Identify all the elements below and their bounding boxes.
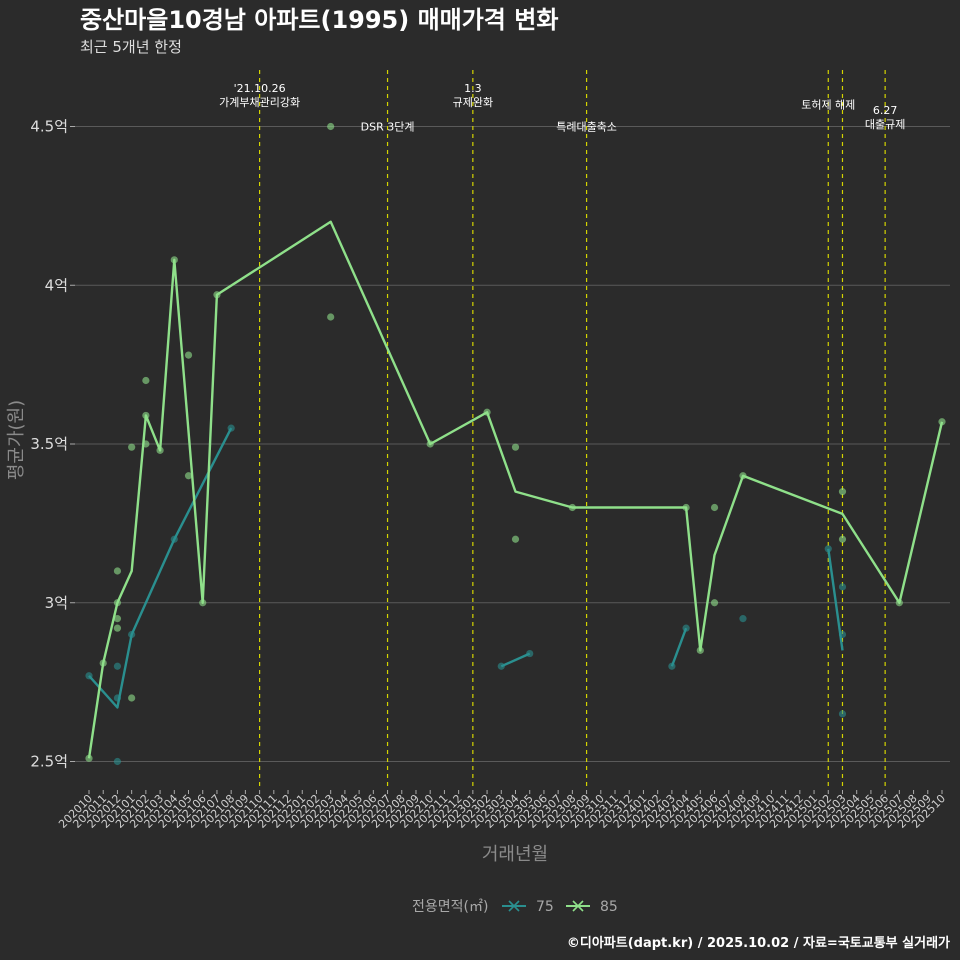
- policy-annotation: 토허제 해제: [801, 97, 855, 111]
- data-point-85: [199, 599, 207, 607]
- policy-annotation: DSR 3단계: [361, 121, 415, 134]
- data-point-85: [113, 599, 122, 607]
- policy-annotation: 대출규제: [865, 118, 905, 131]
- y-axis-title: 평균가(원): [6, 400, 27, 480]
- data-point-75: [838, 583, 847, 591]
- policy-annotation: 규제완화: [453, 96, 493, 109]
- data-point-85: [838, 488, 847, 496]
- chart-title: 중산마을10경남 아파트(1995) 매매가격 변화: [80, 6, 558, 34]
- data-point-75: [526, 649, 534, 658]
- data-point-75: [668, 662, 676, 670]
- data-point-85: [156, 446, 164, 454]
- grid-layer: [75, 126, 950, 762]
- data-point-85: [213, 291, 221, 299]
- policy-annotation: 특례대출축소: [556, 121, 617, 134]
- chart-subtitle: 최근 5개년 한정: [80, 38, 182, 56]
- y-tick-label: 3억: [45, 594, 68, 612]
- data-point-85: [142, 411, 150, 420]
- data-point-85: [739, 472, 747, 480]
- series-line-75: [670, 627, 688, 667]
- x-axis-ticks: 2020102020112020122021012021022021032021…: [56, 790, 948, 831]
- legend-label-75: 75: [536, 899, 554, 915]
- data-point-85: [85, 754, 93, 762]
- data-point-85: [568, 503, 576, 512]
- data-point-85: [710, 503, 719, 512]
- data-point-75: [113, 694, 122, 702]
- data-point-75: [838, 710, 847, 718]
- legend-items: 75 85: [502, 899, 618, 915]
- data-point-75: [170, 535, 178, 543]
- data-point-85: [128, 694, 136, 702]
- legend-title: 전용면적(㎡): [412, 899, 488, 915]
- data-point-85: [710, 599, 719, 607]
- data-point-85: [426, 440, 434, 448]
- policy-annotation: 가계부채관리강화: [219, 96, 300, 109]
- legend-label-85: 85: [600, 899, 618, 915]
- policy-annotation: 1.3: [464, 82, 482, 95]
- data-point-75: [824, 545, 832, 553]
- data-point-85: [184, 351, 193, 359]
- data-point-75: [739, 615, 747, 623]
- y-tick-label: 4.5억: [30, 118, 68, 136]
- y-tick-label: 3.5억: [30, 435, 68, 453]
- data-point-75: [85, 672, 93, 680]
- source-caption: ©디아파트(dapt.kr) / 2025.10.02 / 자료=국토교통부 실…: [567, 935, 950, 951]
- series-line-75: [500, 652, 531, 668]
- data-point-85: [511, 443, 520, 451]
- data-point-85: [128, 443, 136, 451]
- data-point-85: [142, 376, 150, 385]
- data-point-75: [682, 624, 690, 632]
- y-tick-label: 2.5억: [30, 753, 68, 771]
- x-axis-title: 거래년월: [482, 844, 548, 865]
- data-point-85: [184, 472, 193, 480]
- y-tick-label: 4억: [45, 276, 68, 294]
- data-point-85: [142, 440, 150, 448]
- data-point-85: [327, 122, 335, 131]
- data-point-85: [938, 418, 946, 426]
- data-point-75: [128, 630, 136, 639]
- legend-swatch-cross: [572, 900, 584, 912]
- data-point-85: [895, 599, 903, 607]
- y-axis-ticks: 2.5억 3억 3.5억 4억 4.5억: [30, 118, 75, 771]
- data-point-85: [682, 503, 690, 512]
- data-point-85: [327, 313, 335, 321]
- data-point-85: [511, 535, 520, 543]
- data-point-85: [113, 624, 122, 632]
- series-points-layer: [85, 122, 946, 766]
- data-point-85: [170, 256, 178, 264]
- legend-swatch-cross: [508, 900, 520, 912]
- data-point-75: [113, 662, 122, 670]
- data-point-85: [113, 615, 122, 623]
- data-point-75: [838, 630, 847, 639]
- data-point-85: [483, 408, 491, 416]
- data-point-85: [838, 535, 847, 543]
- data-point-75: [113, 757, 122, 766]
- data-point-75: [497, 662, 505, 670]
- data-point-85: [99, 659, 107, 667]
- data-point-85: [113, 567, 122, 575]
- policy-annotation: '21.10.26: [234, 82, 286, 95]
- policy-lines-layer: [259, 70, 886, 790]
- policy-annotation: 6.27: [873, 104, 898, 117]
- data-point-75: [227, 424, 235, 432]
- legend: 전용면적(㎡) 75 85: [412, 899, 618, 915]
- data-point-85: [696, 646, 704, 654]
